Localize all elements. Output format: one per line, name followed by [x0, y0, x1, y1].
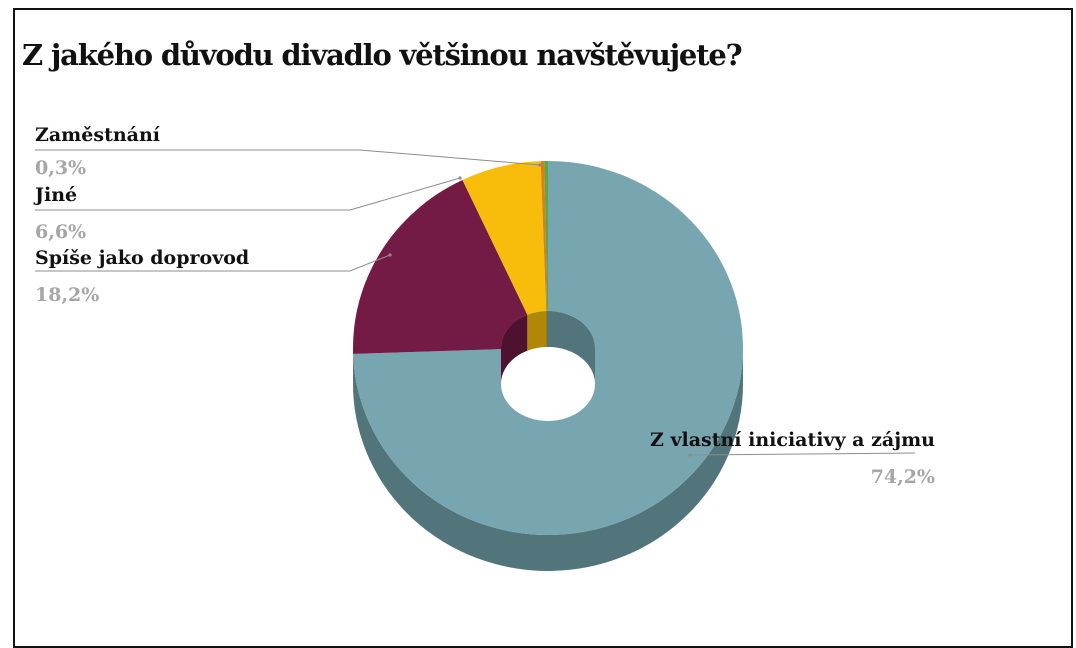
chart-body: [353, 161, 743, 571]
slice-value-0: 74,2%: [871, 466, 935, 488]
slice-label-3: Zaměstnání: [35, 124, 161, 146]
hole-wall-3b: [546, 311, 547, 347]
leader-dot-0: [688, 453, 691, 456]
hole-wall-2b: [527, 311, 546, 351]
hole-wall-4b: [547, 311, 548, 347]
slice-value-3: 0,3%: [35, 157, 86, 179]
leader-line-2: [35, 178, 460, 210]
leader-dot-1: [388, 253, 391, 256]
leader-line-3: [35, 150, 540, 165]
leader-dot-3: [538, 163, 541, 166]
donut-hole: [501, 347, 595, 421]
slice-label-0: Z vlastní iniciativy a zájmu: [650, 429, 935, 451]
slice-label-1: Spíše jako doprovod: [35, 247, 249, 269]
slice-value-2: 6,6%: [35, 221, 86, 243]
slice-value-1: 18,2%: [35, 284, 99, 306]
slice-label-2: Jiné: [33, 184, 77, 206]
leader-dot-2: [458, 176, 461, 179]
